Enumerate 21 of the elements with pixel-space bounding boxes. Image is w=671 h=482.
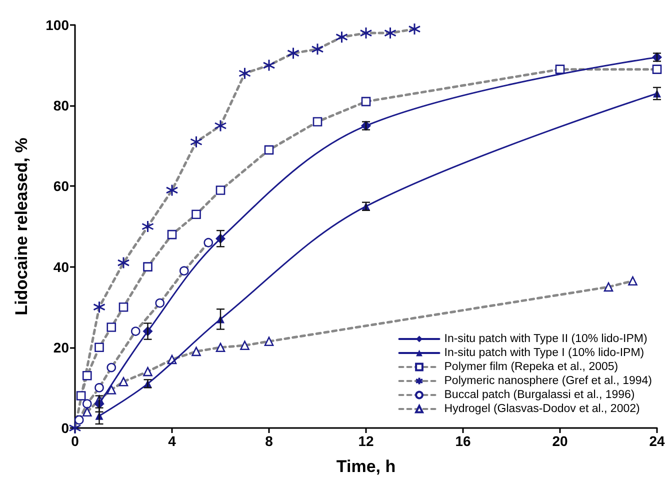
legend-label: In-situ patch with Type II (10% lido-IPM) bbox=[444, 333, 648, 345]
legend-label: Polymer film (Repeka et al., 2005) bbox=[444, 361, 618, 373]
x-tick-label: 20 bbox=[552, 433, 568, 449]
x-tick-label: 4 bbox=[168, 433, 176, 449]
y-tick-label: 20 bbox=[53, 339, 70, 356]
legend-label: In-situ patch with Type I (10% lido-IPM) bbox=[444, 347, 644, 359]
legend-label: Hydrogel (Glasvas-Dodov et al., 2002) bbox=[444, 403, 640, 415]
legend-label: Polymeric nanosphere (Gref et al., 1994) bbox=[444, 375, 652, 387]
y-axis-title: Lidocaine released, % bbox=[12, 138, 31, 316]
y-tick-label: 40 bbox=[53, 258, 70, 275]
y-tick-label: 100 bbox=[46, 17, 70, 33]
x-axis-title: Time, h bbox=[336, 457, 396, 476]
x-tick-label: 0 bbox=[71, 433, 80, 449]
y-tick-label: 80 bbox=[53, 98, 70, 114]
x-tick-label: 16 bbox=[455, 433, 471, 449]
y-tick-label: 60 bbox=[53, 178, 70, 194]
legend-label: Buccal patch (Burgalassi et al., 1996) bbox=[444, 389, 635, 401]
y-tick-label: 0 bbox=[61, 420, 70, 436]
x-tick-label: 24 bbox=[649, 433, 665, 449]
x-tick-label: 8 bbox=[265, 433, 274, 449]
x-tick-label: 12 bbox=[358, 433, 374, 449]
